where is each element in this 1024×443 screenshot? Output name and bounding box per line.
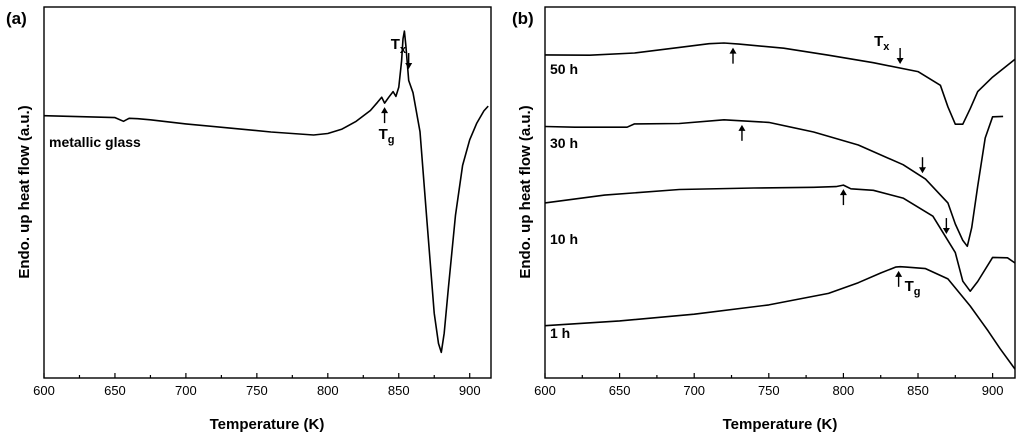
panel-a-label-tg: Tg [379, 126, 395, 146]
panel-a-x-tick-label: 650 [104, 383, 126, 398]
panel-b-y-axis-title: Endo. up heat flow (a.u.) [517, 105, 534, 278]
panel-a-label-tx: Tx [391, 36, 407, 56]
panel-b-series-label-10h: 10 h [550, 231, 578, 247]
panel-a-x-tick-label: 600 [33, 383, 55, 398]
panel-b-x-tick-label: 750 [758, 383, 780, 398]
panel-b-arrow-50-h-1-head [896, 57, 904, 64]
panel-a: (a) Temperature (K) Endo. up heat flow (… [6, 6, 492, 433]
panel-b-x-tick-label: 600 [534, 383, 556, 398]
panel-a-curves [43, 30, 489, 354]
panel-b-arrow-10-h-1-head [942, 228, 950, 235]
panel-a-y-axis-title: Endo. up heat flow (a.u.) [16, 105, 33, 278]
panel-b-x-tick-label: 850 [907, 383, 929, 398]
panel-a-label: (a) [6, 9, 27, 28]
panel-b-arrow-50-h-0-head [729, 47, 737, 54]
panel-b-x-axis: 600 650 700 750 800 850 900 [534, 373, 1003, 398]
panel-a-x-tick-label: 700 [175, 383, 197, 398]
panel-b-curve-50-h [544, 42, 1016, 125]
panel-b-curve-30-h [544, 115, 1004, 248]
panel-a-plot-frame [43, 6, 492, 379]
panel-b: (b) Temperature (K) Endo. up heat flow (… [512, 6, 1016, 433]
panel-b-series-label-1h: 1 h [550, 325, 570, 341]
panel-b-curve-1-h [544, 265, 1016, 370]
panel-a-arrow-tx-head [405, 63, 413, 70]
panel-b-x-tick-label: 800 [833, 383, 855, 398]
panel-b-arrow-30-h-0-head [738, 124, 746, 131]
panel-a-x-axis: 600 650 700 750 800 850 900 [33, 373, 481, 398]
panel-a-series-label-metallic-glass: metallic glass [49, 134, 141, 150]
panel-b-label: (b) [512, 9, 534, 28]
panel-a-x-axis-title: Temperature (K) [210, 416, 325, 433]
panel-b-plot-frame [544, 6, 1016, 379]
panel-a-x-tick-label: 850 [388, 383, 410, 398]
panel-a-x-tick-label: 800 [317, 383, 339, 398]
panel-b-curve-10-h [544, 184, 1016, 292]
panel-a-annotations: Tx Tg [379, 36, 413, 146]
panel-b-series-label-50h: 50 h [550, 61, 578, 77]
panel-b-arrow-1-h-0-label: Tg [905, 278, 921, 298]
panel-b-curves [544, 42, 1016, 370]
panel-b-series-label-30h: 30 h [550, 135, 578, 151]
panel-b-arrow-10-h-0-head [839, 189, 847, 196]
panel-b-arrow-1-h-0-head [895, 270, 903, 277]
panel-b-arrow-30-h-1-head [918, 167, 926, 174]
panel-b-x-tick-label: 700 [683, 383, 705, 398]
panel-b-x-tick-label: 900 [982, 383, 1004, 398]
panel-b-arrow-50-h-1-label: Tx [874, 33, 890, 53]
panel-a-arrow-tg-head [381, 107, 389, 114]
panel-a-x-tick-label: 750 [246, 383, 268, 398]
panel-b-annotations: Tx Tg [729, 33, 950, 298]
panel-b-x-tick-label: 650 [609, 383, 631, 398]
panel-a-curve-metallic-glass [43, 30, 489, 354]
panel-b-x-axis-title: Temperature (K) [723, 416, 838, 433]
panel-a-x-tick-label: 900 [459, 383, 481, 398]
